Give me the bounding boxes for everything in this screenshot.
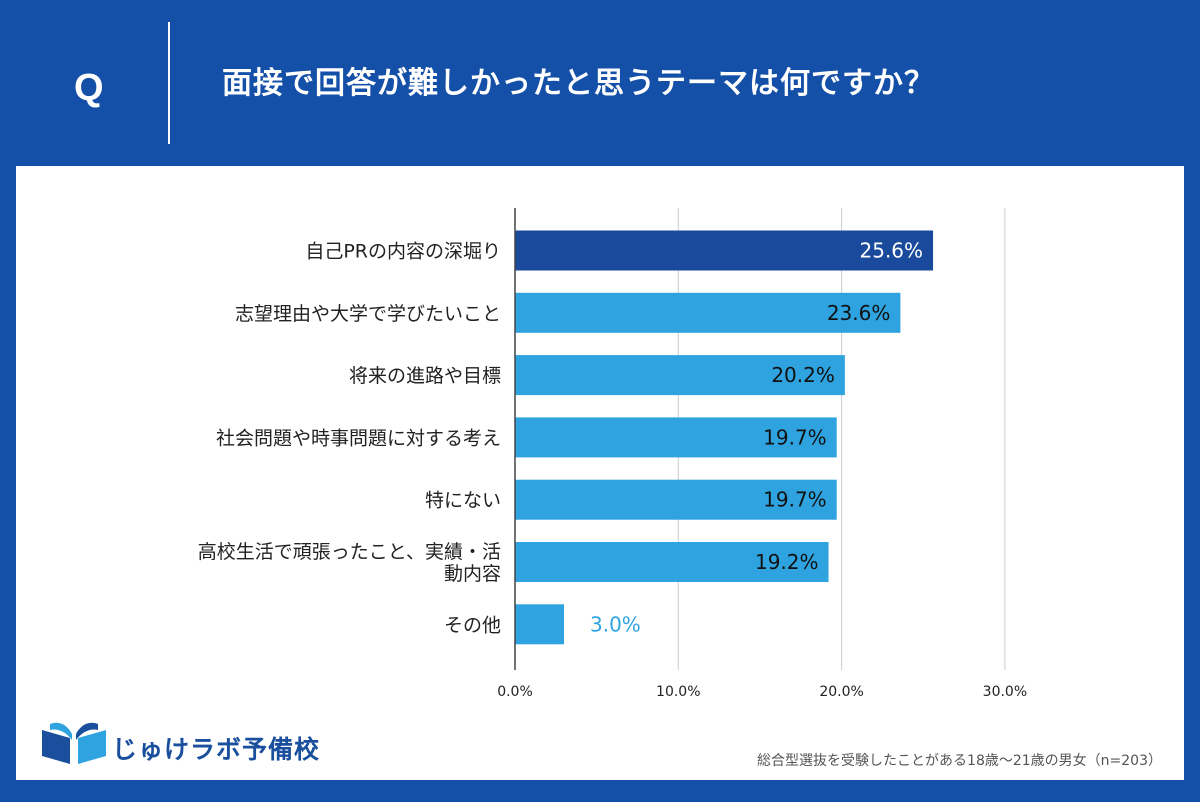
bar (515, 355, 845, 396)
category-label: 高校生活で頑張ったこと、実績・活 (198, 541, 501, 563)
value-label: 3.0% (590, 612, 641, 636)
bar (515, 417, 837, 458)
bar (515, 230, 934, 271)
value-label: 20.2% (771, 363, 835, 387)
header-divider (168, 22, 170, 144)
question-title: 面接で回答が難しかったと思うテーマは何ですか？ (222, 66, 935, 101)
bar (515, 542, 829, 582)
brand-name: じゅけラボ予備校 (112, 735, 321, 764)
x-tick-label: 20.0% (819, 684, 863, 700)
value-label: 19.2% (755, 550, 819, 574)
category-label: 特にない (425, 490, 501, 512)
category-label: 志望理由や大学で学びたいこと (235, 303, 501, 325)
x-tick-label: 0.0% (497, 684, 533, 700)
footnote: 総合型選抜を受験したことがある18歳～21歳の男女（n=203） (757, 753, 1162, 769)
value-label: 19.7% (763, 488, 827, 512)
value-label: 25.6% (860, 239, 924, 263)
value-label: 23.6% (827, 301, 891, 325)
question-header: Q 面接で回答が難しかったと思うテーマは何ですか？ (0, 0, 1200, 166)
x-tick-label: 10.0% (656, 684, 700, 700)
bar (515, 604, 564, 645)
category-label: 社会問題や時事問題に対する考え (216, 427, 501, 449)
bar-chart: 0.0% 10.0% 20.0% 30.0% 25.6% 自己PRの内容の深堀り 23.6%… (198, 208, 1027, 700)
category-label: 自己PRの内容の深堀り (305, 241, 501, 263)
category-label: その他 (444, 614, 501, 636)
x-tick-label: 30.0% (983, 684, 1027, 700)
book-logo-icon (42, 722, 106, 764)
category-label: 将来の進路や目標 (349, 365, 501, 387)
category-label: 動内容 (444, 563, 501, 585)
chart-panel: 0.0% 10.0% 20.0% 30.0% 25.6% 自己PRの内容の深堀り 23.6%… (16, 166, 1184, 780)
bar (515, 292, 901, 333)
q-mark: Q (74, 67, 104, 109)
value-label: 19.7% (763, 425, 827, 449)
bar (515, 479, 837, 520)
